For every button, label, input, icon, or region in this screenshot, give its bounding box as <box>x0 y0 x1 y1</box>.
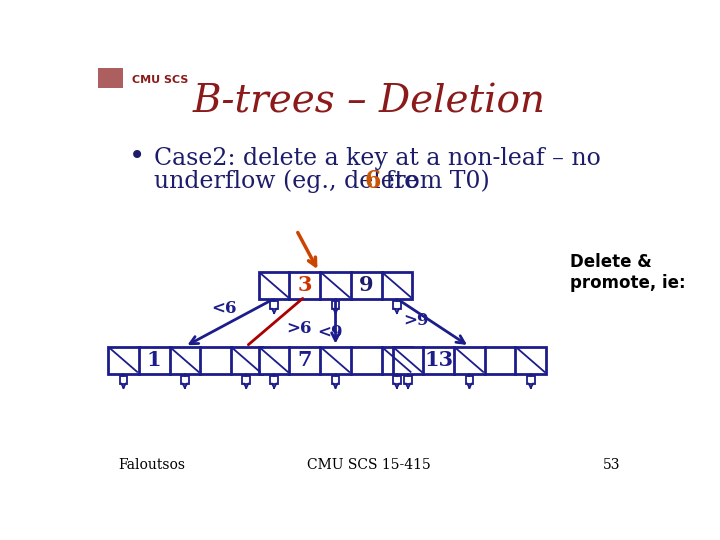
Bar <box>332 301 339 309</box>
Text: >9: >9 <box>404 312 429 329</box>
Bar <box>393 376 401 383</box>
Text: 3: 3 <box>297 275 312 295</box>
Text: CMU SCS: CMU SCS <box>132 75 188 85</box>
Text: 6: 6 <box>365 169 382 193</box>
Bar <box>108 347 261 374</box>
Bar <box>404 376 412 383</box>
Text: Case2: delete a key at a non-leaf – no: Case2: delete a key at a non-leaf – no <box>154 147 601 170</box>
Bar <box>466 376 473 383</box>
Text: 9: 9 <box>359 275 374 295</box>
Text: CMU SCS 15-415: CMU SCS 15-415 <box>307 458 431 472</box>
Text: 53: 53 <box>603 458 620 472</box>
Bar <box>393 301 401 309</box>
Bar <box>270 376 278 383</box>
Bar <box>527 376 535 383</box>
Bar <box>258 272 413 299</box>
Bar <box>270 301 278 309</box>
Text: underflow (eg., delete: underflow (eg., delete <box>154 170 426 193</box>
Text: Delete &
promote, ie:: Delete & promote, ie: <box>570 253 685 292</box>
Text: •: • <box>129 142 145 170</box>
Text: <9: <9 <box>318 325 343 341</box>
Bar <box>120 376 127 383</box>
Bar <box>332 376 339 383</box>
Bar <box>243 376 250 383</box>
Text: 7: 7 <box>297 350 312 370</box>
Text: <6: <6 <box>211 300 237 316</box>
Bar <box>99 68 124 87</box>
Bar <box>181 376 189 383</box>
Text: 13: 13 <box>424 350 454 370</box>
Text: 1: 1 <box>147 350 161 370</box>
Text: Faloutsos: Faloutsos <box>118 458 185 472</box>
Text: from T0): from T0) <box>377 170 490 193</box>
Text: >6: >6 <box>287 320 312 338</box>
Bar <box>392 347 546 374</box>
Text: B-trees – Deletion: B-trees – Deletion <box>192 84 546 121</box>
Bar <box>258 347 413 374</box>
